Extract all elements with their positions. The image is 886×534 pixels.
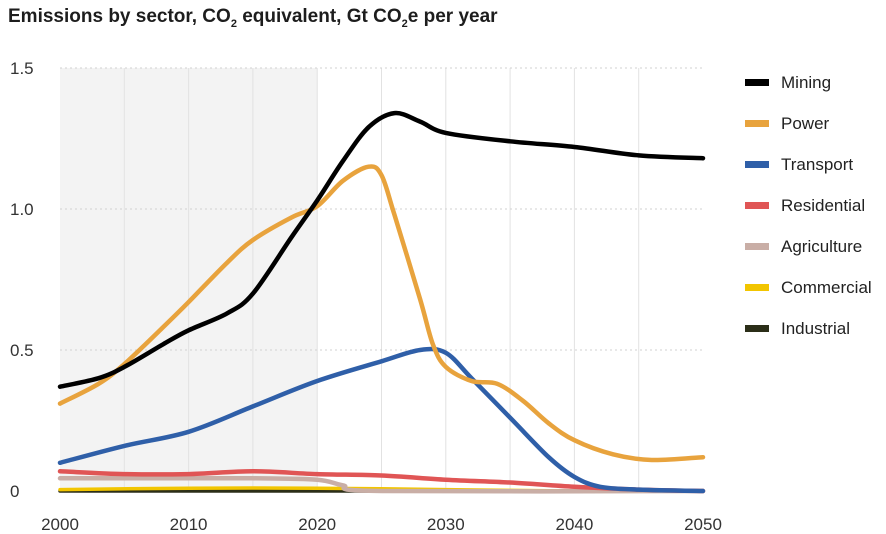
legend-label: Power xyxy=(781,113,830,133)
legend-swatch xyxy=(745,161,769,168)
x-tick-label: 2040 xyxy=(555,515,593,534)
legend: Mining Power Transport Residential Agricultu… xyxy=(745,62,872,349)
legend-item-transport: Transport xyxy=(745,144,872,185)
y-tick-label: 0 xyxy=(10,482,19,501)
legend-label: Mining xyxy=(781,72,832,92)
legend-item-residential: Residential xyxy=(745,185,872,226)
y-tick-label: 1.5 xyxy=(10,59,34,78)
series-line-agriculture xyxy=(57,475,706,494)
y-tick-label: 1.0 xyxy=(10,200,34,219)
legend-swatch xyxy=(745,325,769,332)
series-line-transport xyxy=(57,346,706,494)
x-tick-label: 2030 xyxy=(427,515,465,534)
legend-swatch xyxy=(745,79,769,86)
series-line-power xyxy=(57,164,706,463)
legend-item-commercial: Commercial xyxy=(745,267,872,308)
x-tick-label: 2020 xyxy=(298,515,336,534)
legend-label: Transport xyxy=(781,154,854,174)
x-tick-label: 2010 xyxy=(170,515,208,534)
legend-swatch xyxy=(745,284,769,291)
legend-item-power: Power xyxy=(745,103,872,144)
legend-swatch xyxy=(745,202,769,209)
legend-item-agriculture: Agriculture xyxy=(745,226,872,267)
y-tick-label: 0.5 xyxy=(10,341,34,360)
x-tick-label: 2000 xyxy=(41,515,79,534)
legend-label: Commercial xyxy=(781,277,872,297)
legend-swatch xyxy=(745,243,769,250)
series-line-mining xyxy=(57,110,706,389)
legend-label: Residential xyxy=(781,195,866,215)
legend-swatch xyxy=(745,120,769,127)
legend-label: Industrial xyxy=(781,318,850,338)
legend-item-industrial: Industrial xyxy=(745,308,872,349)
x-tick-label: 2050 xyxy=(684,515,722,534)
chart-title: Emissions by sector, CO2 equivalent, Gt … xyxy=(8,6,498,30)
legend-item-mining: Mining xyxy=(745,62,872,103)
series-line-residential xyxy=(57,469,706,494)
legend-label: Agriculture xyxy=(781,236,863,256)
